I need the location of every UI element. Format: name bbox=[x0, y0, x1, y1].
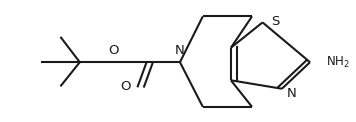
Text: NH$_2$: NH$_2$ bbox=[326, 55, 350, 70]
Text: S: S bbox=[271, 15, 280, 28]
Text: N: N bbox=[175, 44, 185, 57]
Text: O: O bbox=[108, 44, 119, 57]
Text: N: N bbox=[287, 87, 297, 100]
Text: O: O bbox=[120, 80, 131, 93]
